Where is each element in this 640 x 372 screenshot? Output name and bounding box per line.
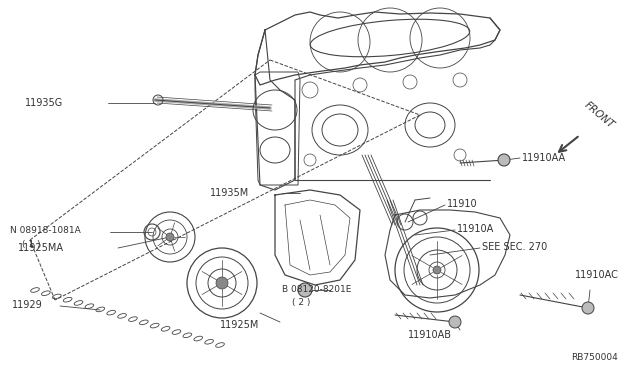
Text: N 08918-1081A: N 08918-1081A <box>10 225 81 234</box>
Circle shape <box>498 154 510 166</box>
Text: 11910AA: 11910AA <box>522 153 566 163</box>
Text: 11910AB: 11910AB <box>408 330 452 340</box>
Text: RB750004: RB750004 <box>572 353 618 362</box>
Text: FRONT: FRONT <box>582 100 616 130</box>
Text: 11935M: 11935M <box>210 188 249 198</box>
Circle shape <box>582 302 594 314</box>
Text: ( 2 ): ( 2 ) <box>292 298 310 308</box>
Text: SEE SEC. 270: SEE SEC. 270 <box>482 242 547 252</box>
Text: ( 1 ): ( 1 ) <box>22 240 40 248</box>
Text: 11910: 11910 <box>447 199 477 209</box>
Text: 11925M: 11925M <box>220 320 259 330</box>
Circle shape <box>298 283 312 297</box>
Circle shape <box>433 266 441 274</box>
Text: 11910A: 11910A <box>457 224 494 234</box>
Circle shape <box>166 233 174 241</box>
Text: B 08120-8201E: B 08120-8201E <box>282 285 351 295</box>
Text: 11925MA: 11925MA <box>18 243 64 253</box>
Circle shape <box>216 277 228 289</box>
Text: 11935G: 11935G <box>25 98 63 108</box>
Text: 11929: 11929 <box>12 300 43 310</box>
Circle shape <box>449 316 461 328</box>
Text: 11910AC: 11910AC <box>575 270 619 280</box>
